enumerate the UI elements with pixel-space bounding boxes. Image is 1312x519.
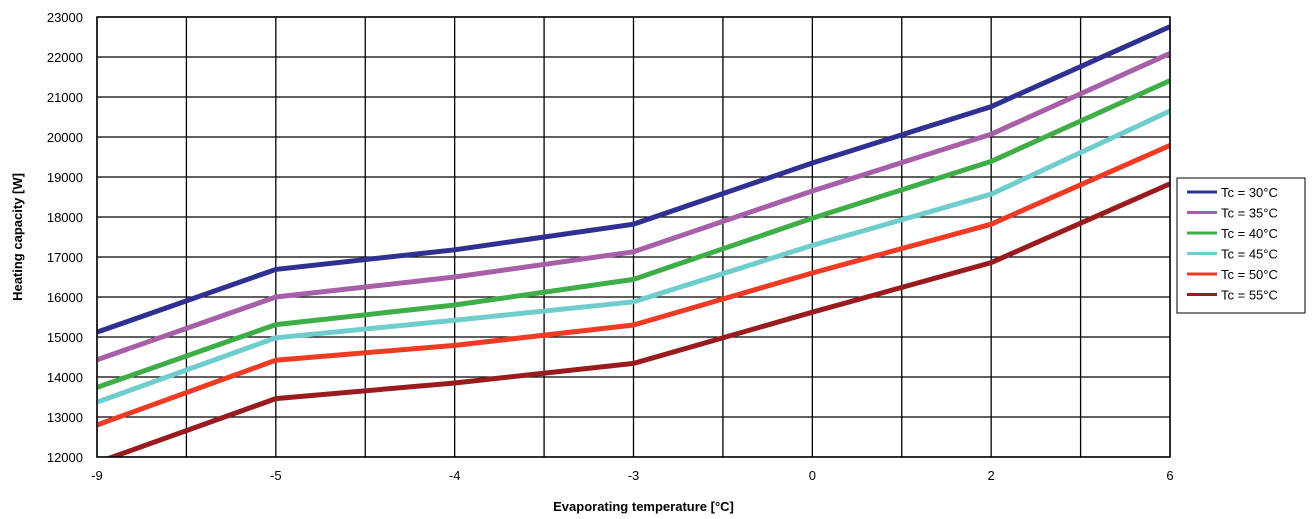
x-tick-label: -5	[270, 468, 282, 483]
y-tick-label: 15000	[47, 330, 83, 345]
plot-border	[96, 16, 1171, 458]
series-line-1	[97, 24, 1170, 335]
x-tick-label: -9	[91, 468, 103, 483]
x-axis-title: Evaporating temperature [°C]	[553, 499, 734, 514]
y-tick-labels: 12000 13000 14000 15000 16000 17000 18000 19000…	[47, 10, 83, 465]
y-tick-label: 14000	[47, 370, 83, 385]
series-line-4	[97, 108, 1170, 405]
legend-label-5: Tc = 50°C	[1221, 267, 1278, 282]
y-tick-label: 22000	[47, 50, 83, 65]
y-tick-label: 21000	[47, 90, 83, 105]
x-tick-label: -4	[449, 468, 461, 483]
y-tick-label: 12000	[47, 450, 83, 465]
legend: Tc = 30°C Tc = 35°C Tc = 40°C Tc = 45°C Tc =…	[1176, 177, 1306, 314]
y-tick-label: 23000	[47, 10, 83, 25]
grid	[96, 16, 1171, 458]
legend-label-4: Tc = 45°C	[1221, 247, 1278, 262]
legend-label-1: Tc = 30°C	[1221, 185, 1278, 200]
legend-label-6: Tc = 55°C	[1221, 288, 1278, 303]
y-tick-label: 20000	[47, 130, 83, 145]
series-line-6	[105, 181, 1170, 457]
x-tick-labels: -9 -5 -4 -3 0 2 6	[91, 468, 1173, 483]
y-axis-title: Heating capacity [W]	[10, 173, 25, 301]
x-tick-label: 6	[1166, 468, 1173, 483]
x-tick-label: -3	[628, 468, 640, 483]
x-tick-label: 2	[988, 468, 995, 483]
plot-frame	[96, 16, 1171, 458]
y-tick-label: 16000	[47, 290, 83, 305]
series-line-2	[97, 51, 1170, 363]
series-line-5	[97, 143, 1170, 428]
y-tick-label: 19000	[47, 170, 83, 185]
y-tick-label: 13000	[47, 410, 83, 425]
legend-label-2: Tc = 35°C	[1221, 206, 1278, 221]
legend-box	[1176, 177, 1306, 314]
series-lines	[97, 24, 1170, 457]
y-tick-label: 18000	[47, 210, 83, 225]
legend-label-3: Tc = 40°C	[1221, 226, 1278, 241]
y-tick-label: 17000	[47, 250, 83, 265]
x-tick-label: 0	[809, 468, 816, 483]
series-line-3	[97, 78, 1170, 390]
